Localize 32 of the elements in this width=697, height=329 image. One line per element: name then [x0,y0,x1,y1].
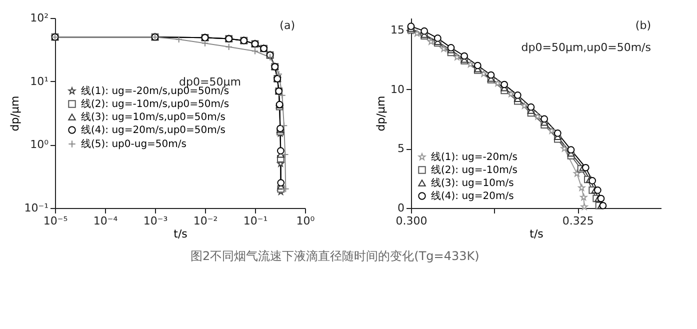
legend-label: 线(3): ug=10m/s,up0=50m/s [81,111,226,123]
x-tick-label: 0.325 [562,214,594,228]
legend-label: 线(4): ug=20m/s,up0=50m/s [81,124,226,136]
annotation: (a) [280,19,295,32]
legend-label: 线(2): ug=-10m/s [431,164,518,176]
x-tick-label: 10⁻³ [143,214,168,228]
caption: 图2不同烟气流速下液滴直径随时间的变化(Tg=433K) [190,249,480,263]
y-tick-label: 10⁻¹ [24,202,48,214]
y-tick-label: 10 [390,82,404,96]
y-tick-label: 5 [398,142,404,156]
legend-label: 线(1): ug=-20m/s [431,151,518,163]
y-tick-label: 10¹ [30,74,48,88]
x-tick-label: 10⁻⁵ [43,214,68,228]
y-tick-label: 10² [30,12,48,24]
annotation: dp0=50μm,up0=50m/s [521,41,652,54]
legend-label: 线(5): up0-ug=50m/s [81,138,186,150]
y-axis-title: dp/μm [374,96,388,132]
y-tick-label: 10⁰ [30,138,50,152]
legend-label: 线(4): ug=20m/s [431,190,514,202]
x-axis-title: t/s [530,228,544,240]
annotation: (b) [635,19,651,32]
legend-label: 线(2): ug=-10m/s,up0=50m/s [81,98,230,110]
y-tick-label: 0 [398,202,404,214]
x-tick-label: 10⁰ [296,214,316,228]
x-tick-label: 10⁻⁴ [93,214,118,228]
x-axis-title: t/s [174,228,188,240]
x-tick-label: 10⁻² [193,214,218,228]
x-tick-label: 0.300 [396,214,428,228]
y-axis-title: dp/μm [8,96,22,132]
x-tick-label: 10⁻¹ [243,214,268,228]
y-tick-label: 15 [390,23,404,36]
legend-label: 线(3): ug=10m/s [431,177,514,189]
